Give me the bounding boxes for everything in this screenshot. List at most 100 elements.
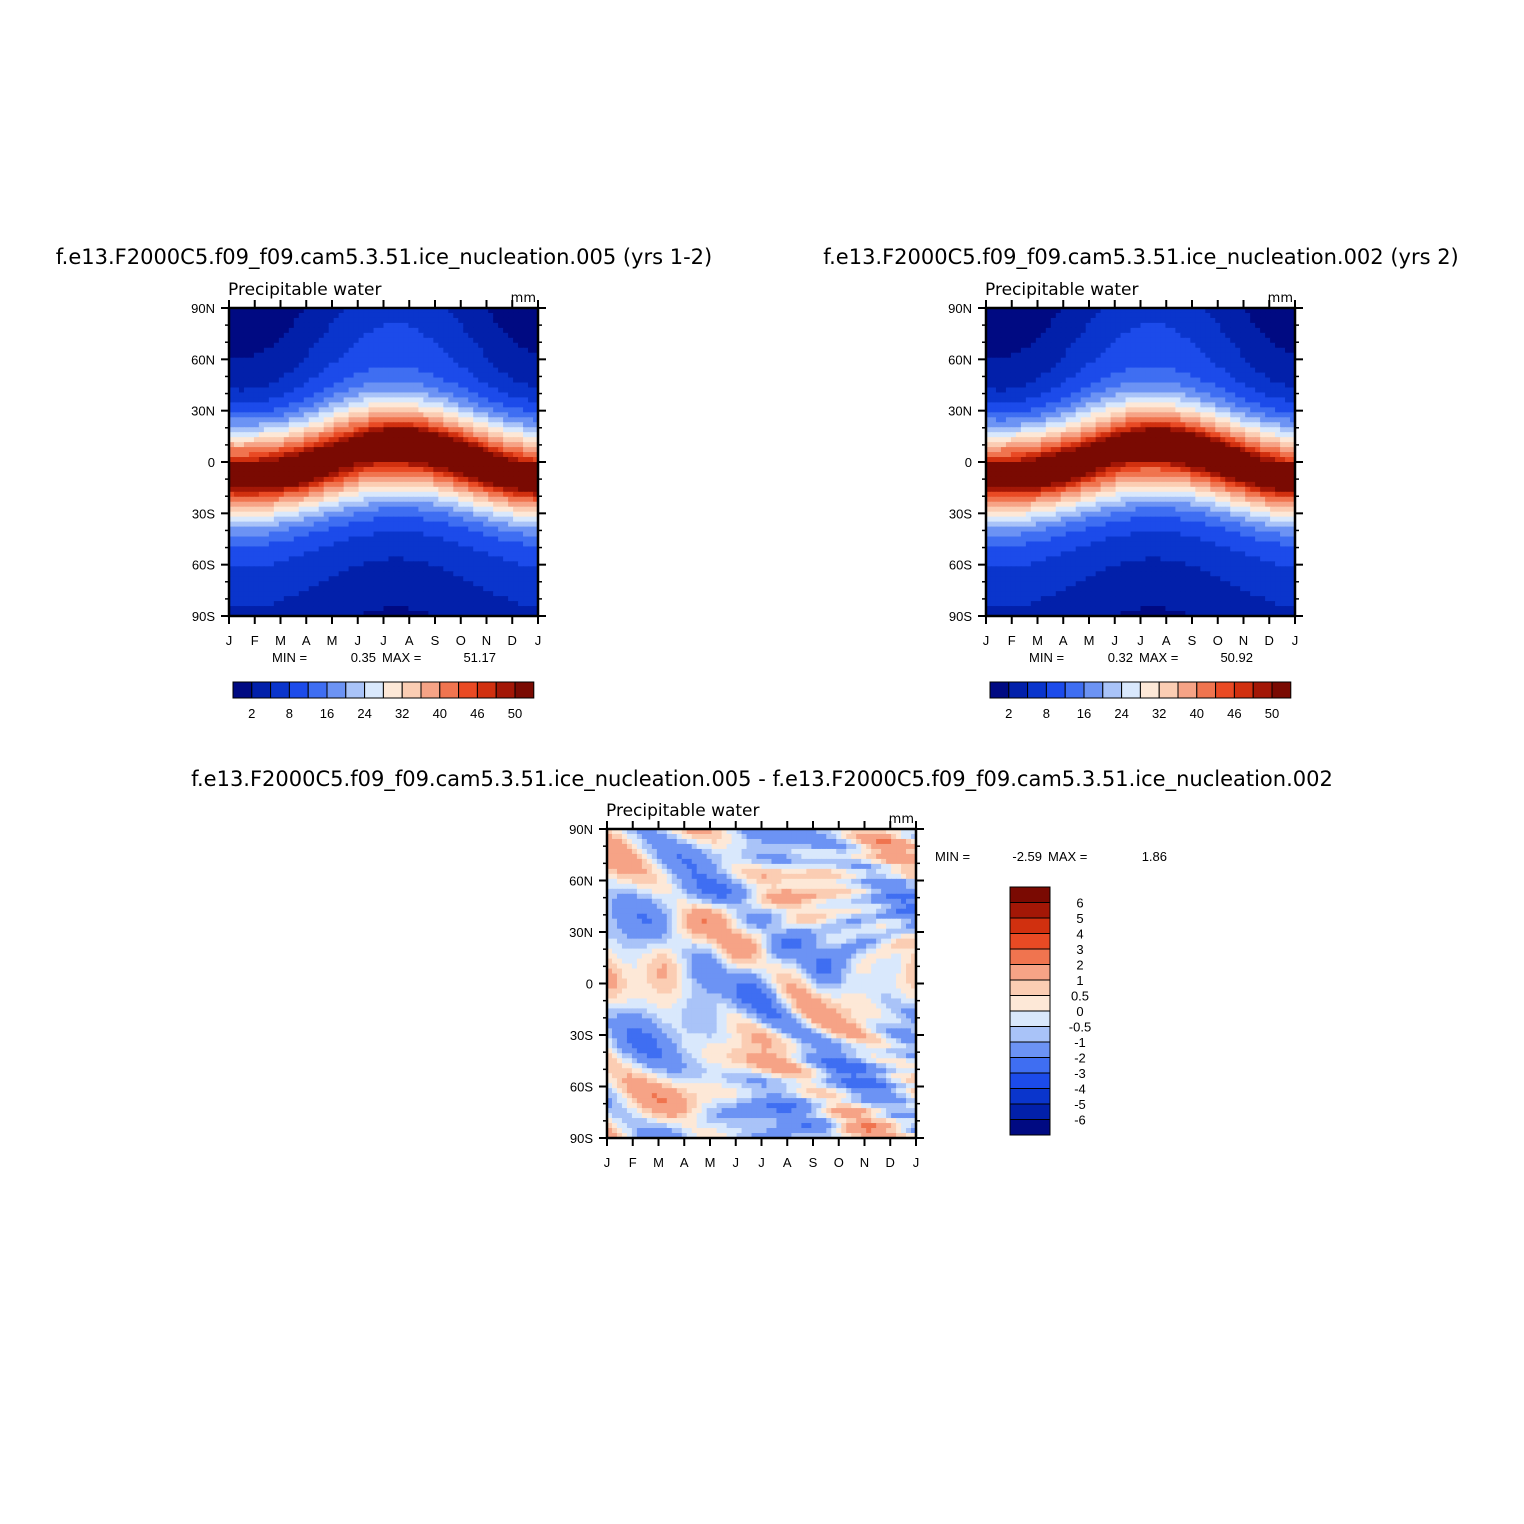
- field-cell: [1250, 327, 1256, 334]
- field-cell: [348, 362, 355, 369]
- field-cell: [1050, 367, 1057, 374]
- field-cell: [1225, 332, 1231, 339]
- field-cell: [268, 362, 275, 369]
- field-cell: [443, 337, 449, 344]
- field-cell: [408, 466, 414, 473]
- field-cell: [498, 541, 504, 548]
- field-cell: [1045, 347, 1052, 354]
- field-cell: [1005, 317, 1012, 324]
- field-cell: [258, 317, 265, 324]
- field-cell: [1030, 332, 1037, 339]
- field-cell: [1105, 322, 1112, 329]
- field-cell: [283, 317, 290, 324]
- field-cell: [503, 611, 509, 617]
- field-cell: [278, 402, 285, 408]
- field-cell: [333, 536, 340, 543]
- field-cell: [488, 476, 494, 483]
- field-cell: [1055, 327, 1062, 334]
- field-cell: [263, 457, 270, 463]
- field-cell: [403, 496, 410, 503]
- field-cell: [493, 427, 499, 433]
- field-cell: [1145, 382, 1152, 389]
- field-cell: [1265, 377, 1271, 384]
- field-cell: [268, 417, 275, 423]
- field-cell: [278, 412, 285, 418]
- field-cell: [1165, 377, 1171, 384]
- field-cell: [1285, 362, 1291, 369]
- field-cell: [368, 387, 375, 394]
- field-cell: [268, 367, 275, 374]
- field-cell: [488, 337, 494, 344]
- field-cell: [503, 581, 509, 587]
- field-cell: [378, 611, 385, 617]
- field-cell: [1120, 387, 1127, 394]
- field-cell: [468, 466, 474, 473]
- field-cell: [1185, 322, 1191, 329]
- field-cell: [493, 452, 499, 458]
- field-cell: [258, 551, 265, 557]
- field-cell: [1250, 352, 1256, 359]
- field-cell: [243, 586, 250, 592]
- field-cell: [383, 382, 390, 389]
- field-cell: [358, 551, 365, 557]
- field-cell: [488, 332, 494, 339]
- field-cell: [1140, 327, 1147, 334]
- field-cell: [229, 521, 235, 528]
- field-cell: [1080, 387, 1087, 394]
- field-cell: [513, 457, 519, 463]
- field-cell: [1210, 367, 1216, 374]
- field-cell: [418, 462, 424, 468]
- field-cell: [233, 367, 240, 374]
- field-cell: [428, 342, 434, 349]
- field-cell: [348, 432, 355, 438]
- field-cell: [233, 447, 240, 453]
- field-cell: [1170, 308, 1176, 314]
- field-cell: [458, 352, 464, 359]
- field-cell: [423, 342, 429, 349]
- field-cell: [448, 511, 454, 518]
- field-cell: [398, 462, 405, 468]
- field-cell: [348, 516, 355, 523]
- field-cell: [513, 466, 519, 473]
- field-cell: [1155, 312, 1162, 319]
- field-cell: [473, 352, 479, 359]
- field-cell: [503, 566, 509, 572]
- field-cell: [278, 457, 285, 463]
- field-cell: [428, 382, 434, 389]
- field-cell: [233, 442, 240, 448]
- field-cell: [348, 496, 355, 503]
- field-cell: [308, 531, 315, 538]
- field-cell: [418, 491, 424, 498]
- field-cell: [478, 402, 484, 408]
- field-cell: [453, 437, 459, 443]
- field-cell: [533, 457, 539, 463]
- field-cell: [318, 531, 325, 538]
- field-cell: [493, 442, 499, 448]
- field-cell: [448, 387, 454, 394]
- field-cell: [393, 422, 400, 428]
- field-cell: [248, 347, 255, 354]
- field-cell: [443, 392, 449, 399]
- field-cell: [453, 312, 459, 319]
- field-cell: [338, 466, 345, 473]
- field-cell: [468, 442, 474, 448]
- field-cell: [1030, 337, 1037, 344]
- field-cell: [1100, 357, 1107, 364]
- field-cell: [288, 412, 295, 418]
- colorbar-swatch: [382, 681, 403, 699]
- field-cell: [253, 427, 260, 433]
- field-cell: [1110, 327, 1117, 334]
- field-cell: [503, 536, 509, 543]
- field-cell: [328, 442, 335, 448]
- field-cell: [278, 342, 285, 349]
- field-cell: [268, 322, 275, 329]
- field-cell: [358, 342, 365, 349]
- field-cell: [403, 427, 410, 433]
- field-cell: [278, 606, 285, 612]
- field-cell: [518, 466, 524, 473]
- panel-title: f.e13.F2000C5.f09_f09.cam5.3.51.ice_nucl…: [823, 245, 1459, 270]
- field-cell: [986, 347, 992, 354]
- field-cell: [463, 377, 469, 384]
- field-cell: [1230, 347, 1236, 354]
- field-cell: [268, 501, 275, 508]
